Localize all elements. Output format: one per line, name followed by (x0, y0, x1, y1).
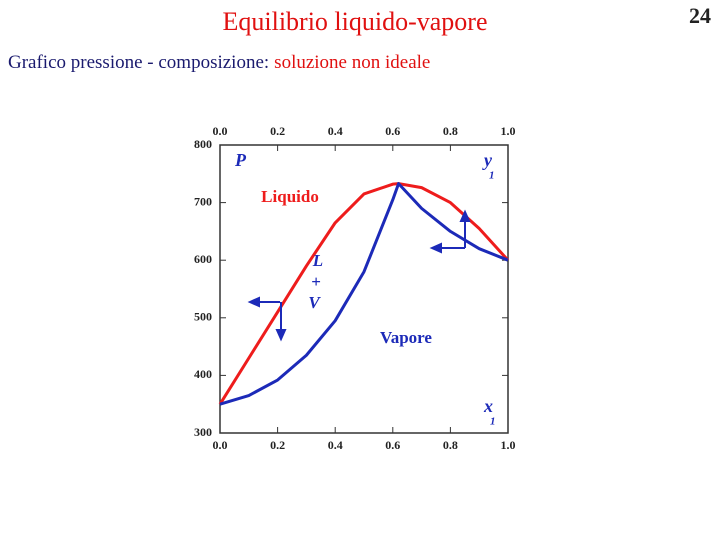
x-top-tick-label: 0.8 (443, 124, 458, 138)
x-top-tick-label: 0.4 (328, 124, 343, 138)
y-tick-label: 700 (194, 194, 212, 208)
subtitle: Grafico pressione - composizione: soluzio… (8, 52, 430, 73)
arrowhead (429, 242, 442, 254)
x-top-tick-label: 0.0 (213, 124, 228, 138)
page-number: 24 (689, 3, 711, 28)
region-label: + (311, 272, 321, 291)
axis-label: y (482, 150, 493, 170)
x-top-tick-label: 1.0 (501, 124, 516, 138)
series-label: Vapore (380, 328, 432, 347)
y-tick-label: 600 (194, 252, 212, 266)
arrows (247, 209, 471, 342)
x-tick-label: 0.6 (385, 438, 400, 452)
subtitle-prefix: Grafico pressione - composizione: (8, 52, 269, 73)
slide-title: Equilibrio liquido-vapore (222, 7, 487, 36)
y-tick-label: 800 (194, 137, 212, 151)
plot-frame (219, 144, 509, 434)
region-label: V (308, 293, 321, 312)
arrowhead (459, 209, 471, 222)
subtitle-highlight: soluzione non ideale (274, 52, 430, 73)
x-tick-label: 0.0 (213, 438, 228, 452)
arrowhead (247, 296, 260, 308)
x-top-tick-label: 0.6 (385, 124, 400, 138)
axis-label: x (483, 396, 493, 416)
y-tick-label: 300 (194, 425, 212, 439)
arrowhead (275, 329, 287, 342)
y-tick-label: 500 (194, 310, 212, 324)
x-tick-label: 0.8 (443, 438, 458, 452)
x-tick-label: 0.2 (270, 438, 285, 452)
series-line (218, 182, 510, 405)
axis-label-sub: 1 (489, 170, 495, 182)
series-label: Liquido (261, 187, 319, 206)
x-tick-label: 1.0 (501, 438, 516, 452)
region-label: L (312, 251, 323, 270)
y-tick-label: 400 (194, 367, 212, 381)
series-line (219, 182, 509, 406)
axis-label: P (234, 150, 247, 170)
x-tick-label: 0.4 (328, 438, 343, 452)
axis-label-sub: 1 (490, 416, 496, 428)
plot: 3004005006007008000.00.00.20.20.40.40.60… (194, 124, 516, 452)
x-top-tick-label: 0.2 (270, 124, 285, 138)
